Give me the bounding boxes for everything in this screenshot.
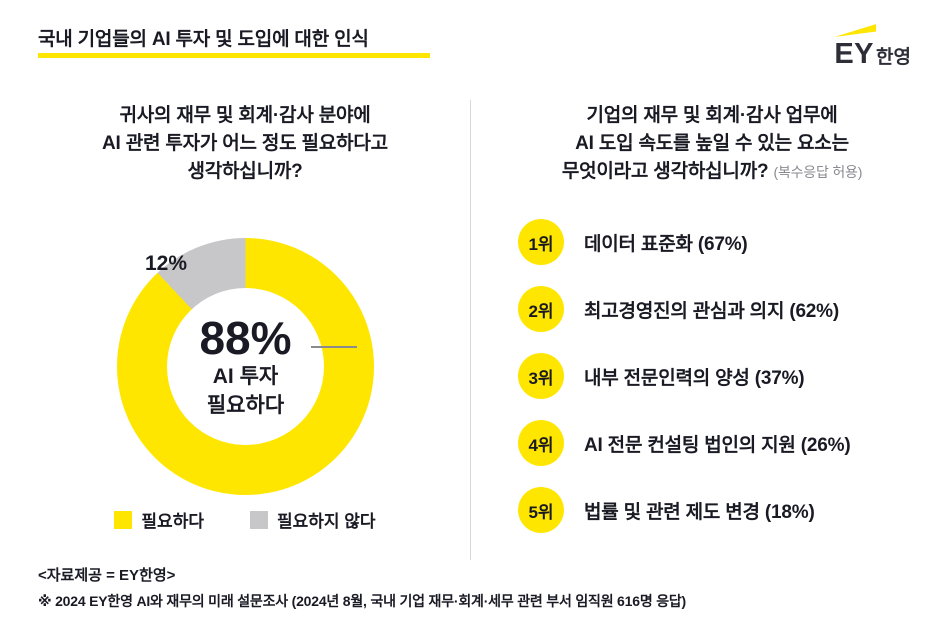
donut-hole xyxy=(167,288,324,445)
donut-center-annotation: 88% AI 투자 필요하다 xyxy=(117,238,374,495)
donut-center-value: 88% xyxy=(199,311,292,364)
rank-badge-1: 1위 xyxy=(518,219,564,265)
donut-minor-slice-label: 12% xyxy=(145,252,188,275)
rank-label-3: 내부 전문인력의 양성 (37%) xyxy=(584,367,805,389)
legend-swatch-no xyxy=(249,510,268,529)
multi-response-note: (복수응답 허용) xyxy=(773,164,863,180)
logo-ey-letters: EY xyxy=(834,38,875,70)
rank-item-1: 1위 데이터 표준화 (67%) xyxy=(518,219,938,265)
rank-label-5: 법률 및 관련 제도 변경 (18%) xyxy=(584,501,815,523)
legend-swatch-yes xyxy=(114,510,133,529)
donut-legend: 필요하다 필요하지 않다 xyxy=(45,507,445,532)
right-question-line-3-text: 무엇이라고 생각하십니까? xyxy=(561,161,769,182)
logo-suffix: 한영 xyxy=(876,47,911,68)
survey-footnote: ※ 2024 EY한영 AI와 재무의 미래 설문조사 (2024년 8월, 국… xyxy=(38,593,687,609)
left-question-line-2: AI 관련 투자가 어느 정도 필요하다고 xyxy=(102,133,388,154)
donut-center-line-1: AI 투자 xyxy=(212,365,279,389)
right-question-line-1: 기업의 재무 및 회계·감사 업무에 xyxy=(586,105,838,126)
left-question-line-1: 귀사의 재무 및 회계·감사 분야에 xyxy=(119,105,371,126)
legend-item-yes: 필요하다 xyxy=(114,507,204,532)
rank-badge-4: 4위 xyxy=(518,420,564,466)
rank-item-5: 5위 법률 및 관련 제도 변경 (18%) xyxy=(518,487,938,533)
rank-label-1: 데이터 표준화 (67%) xyxy=(584,233,748,255)
rank-badge-5: 5위 xyxy=(518,487,564,533)
right-question: 기업의 재무 및 회계·감사 업무에 AI 도입 속도를 높일 수 있는 요소는… xyxy=(500,102,924,186)
legend-label-yes: 필요하다 xyxy=(141,512,204,531)
callout-line xyxy=(311,346,357,348)
rank-list: 1위 데이터 표준화 (67%) 2위 최고경영진의 관심과 의지 (62%) … xyxy=(518,219,938,533)
left-question-line-3: 생각하십니까? xyxy=(187,161,303,182)
source-credit: <자료제공 = EY한영> xyxy=(38,567,176,584)
rank-item-4: 4위 AI 전문 컨설팅 법인의 지원 (26%) xyxy=(518,420,938,466)
rank-badge-2: 2위 xyxy=(518,286,564,332)
title-underline xyxy=(38,53,430,58)
left-question: 귀사의 재무 및 회계·감사 분야에 AI 관련 투자가 어느 정도 필요하다고… xyxy=(45,102,445,186)
donut-center-line-2: 필요하다 xyxy=(206,393,285,417)
rank-item-2: 2위 최고경영진의 관심과 의지 (62%) xyxy=(518,286,938,332)
ey-hanyoung-logo: EY 한영 xyxy=(834,24,911,71)
page-title: 국내 기업들의 AI 투자 및 도입에 대한 인식 xyxy=(38,29,369,50)
rank-label-2: 최고경영진의 관심과 의지 (62%) xyxy=(584,300,839,322)
rank-item-3: 3위 내부 전문인력의 양성 (37%) xyxy=(518,353,938,399)
legend-label-no: 필요하지 않다 xyxy=(276,512,376,531)
rank-badge-3: 3위 xyxy=(518,353,564,399)
column-divider xyxy=(470,100,471,560)
legend-item-no: 필요하지 않다 xyxy=(249,507,376,532)
rank-label-4: AI 전문 컨설팅 법인의 지원 (26%) xyxy=(584,434,851,456)
right-question-line-3: 무엇이라고 생각하십니까? (복수응답 허용) xyxy=(500,158,924,186)
right-question-line-2: AI 도입 속도를 높일 수 있는 요소는 xyxy=(575,133,849,154)
ey-beam-icon xyxy=(834,24,877,37)
donut-chart-wrap: 12% 88% AI 투자 필요하다 xyxy=(117,238,374,495)
logo-text: EY 한영 xyxy=(834,38,911,71)
